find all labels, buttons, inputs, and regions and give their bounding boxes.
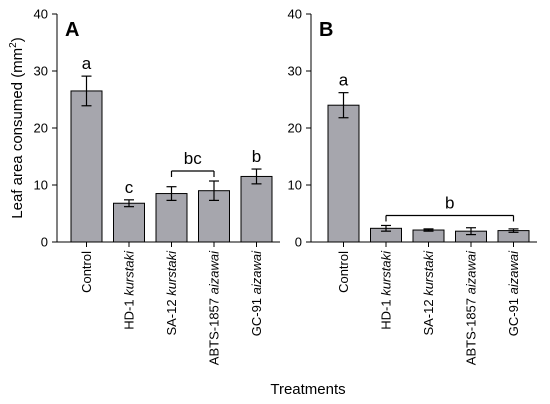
- y-tick-label: 30: [288, 64, 302, 79]
- bar: [240, 175, 273, 243]
- category-label-main: HD-1: [122, 296, 137, 330]
- significance-letter: a: [339, 71, 349, 90]
- category-label: GC-91 aizawai: [249, 250, 264, 336]
- category-label: HD-1 kurstaki: [122, 250, 137, 330]
- category-label: ABTS-1857 aizawai: [464, 250, 479, 365]
- category-label-italic: kurstaki: [164, 250, 179, 296]
- category-label-italic: aizawai: [207, 250, 222, 294]
- bar: [155, 193, 188, 243]
- bar: [412, 229, 445, 243]
- category-label-italic: kurstaki: [421, 250, 436, 296]
- category-label: Control: [336, 251, 351, 293]
- y-tick-label: 40: [288, 7, 302, 22]
- category-label: GC-91 aizawai: [506, 250, 521, 336]
- significance-letter: a: [82, 54, 92, 73]
- category-label-main: ABTS-1857: [207, 294, 222, 365]
- y-tick-label: 0: [295, 235, 302, 250]
- significance-letter: b: [445, 193, 454, 212]
- panel-letter-b: B: [319, 19, 333, 41]
- y-tick-label: 20: [34, 121, 48, 136]
- y-axis-title-main: Leaf area consumed (mm: [9, 48, 26, 219]
- category-label-main: SA-12: [421, 296, 436, 336]
- y-axis-title: Leaf area consumed (mm2): [8, 37, 26, 218]
- category-label-main: Control: [79, 251, 94, 293]
- category-label-main: GC-91: [506, 294, 521, 336]
- category-label: Control: [79, 251, 94, 293]
- category-label: SA-12 kurstaki: [421, 250, 436, 336]
- significance-letter: bc: [184, 149, 202, 168]
- significance-letter: b: [252, 147, 261, 166]
- y-tick-label: 0: [41, 235, 48, 250]
- category-label-italic: kurstaki: [379, 250, 394, 296]
- y-axis-title-close: ): [9, 37, 26, 42]
- significance-letter: c: [125, 178, 134, 197]
- category-label-main: GC-91: [249, 294, 264, 336]
- category-label-main: HD-1: [379, 296, 394, 330]
- category-label-main: ABTS-1857: [464, 294, 479, 365]
- category-label-main: Control: [336, 251, 351, 293]
- y-tick-label: 40: [34, 7, 48, 22]
- category-label-italic: aizawai: [506, 250, 521, 294]
- category-label: SA-12 kurstaki: [164, 250, 179, 336]
- y-tick-label: 20: [288, 121, 302, 136]
- panel-letter-a: A: [65, 19, 79, 41]
- category-label-italic: aizawai: [249, 250, 264, 294]
- y-tick-label: 10: [34, 178, 48, 193]
- category-label-main: SA-12: [164, 296, 179, 336]
- category-label: ABTS-1857 aizawai: [207, 250, 222, 365]
- y-axis-title-sup: 2: [8, 42, 19, 48]
- bar: [113, 202, 145, 243]
- y-tick-label: 30: [34, 64, 48, 79]
- category-label: HD-1 kurstaki: [379, 250, 394, 330]
- category-label-italic: aizawai: [464, 250, 479, 294]
- bar: [327, 104, 360, 243]
- y-tick-label: 10: [288, 178, 302, 193]
- x-axis-title: Treatments: [270, 381, 345, 398]
- bar: [70, 90, 103, 243]
- category-label-italic: kurstaki: [122, 250, 137, 296]
